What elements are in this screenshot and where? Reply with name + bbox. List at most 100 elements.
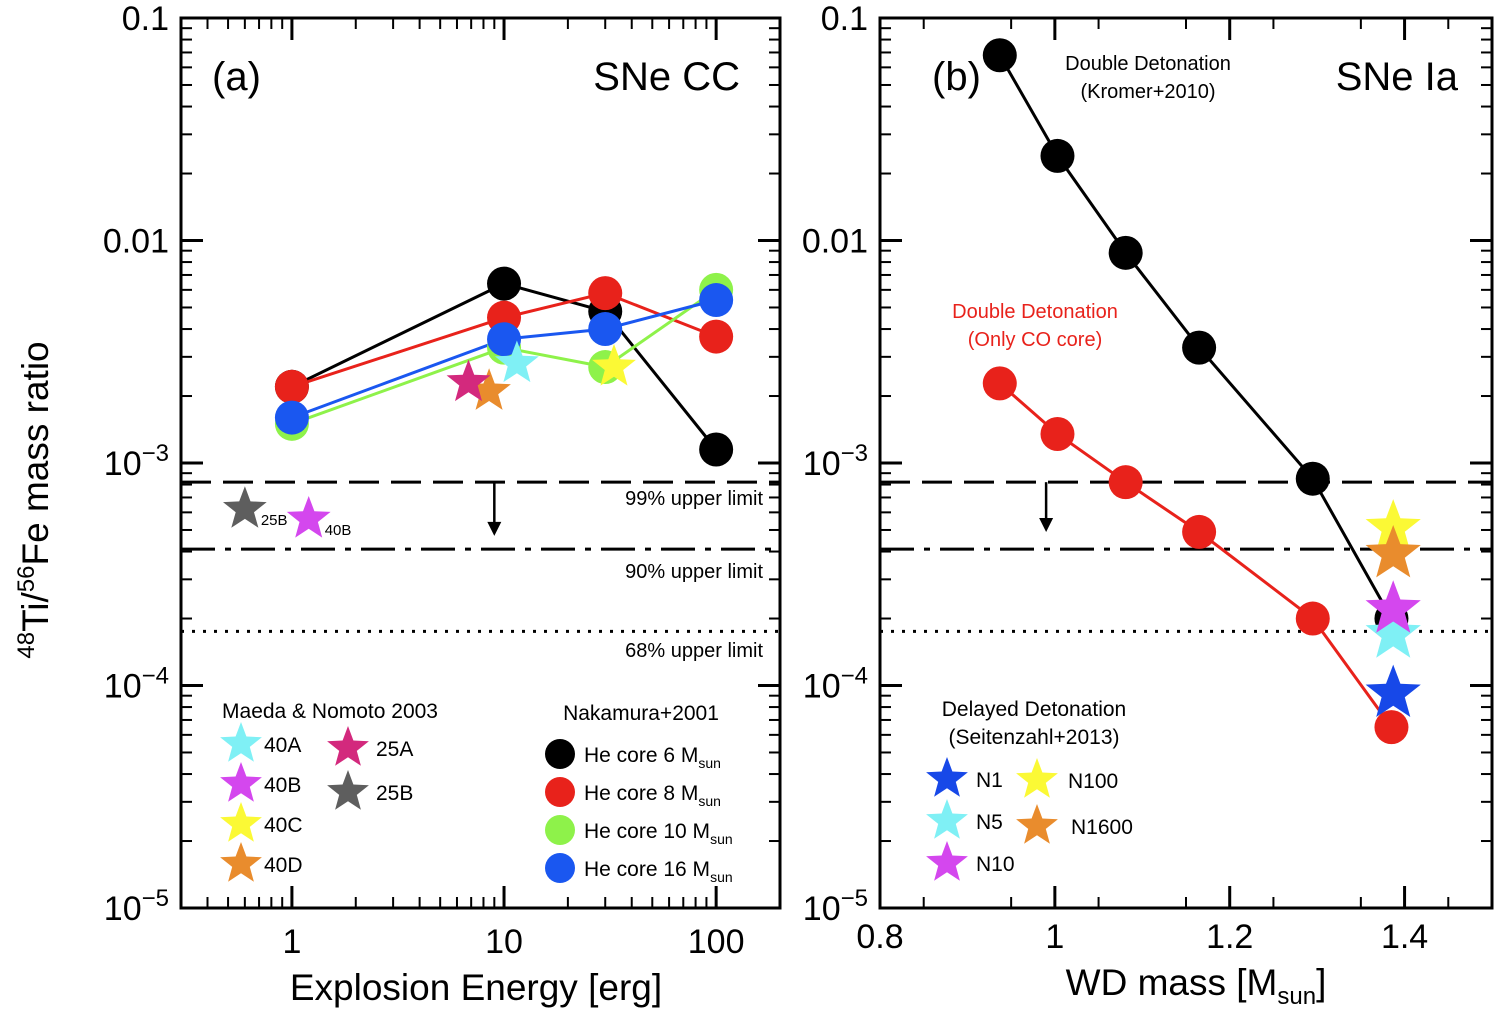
y-axis-title-rest: Fe mass ratio xyxy=(15,341,56,565)
panel-a-point-he-core-6-msun xyxy=(699,432,734,467)
legend-label-N1600: N1600 xyxy=(1071,816,1133,839)
panel-b-x-tick-label: 1.2 xyxy=(1206,918,1253,956)
panel-b-frame xyxy=(878,16,1494,910)
limit-label-90: 90% upper limit xyxy=(625,561,763,583)
panel-b-line-kromer xyxy=(998,54,1393,620)
panel-b-x-axis-title-main: WD mass [M xyxy=(1066,962,1278,1003)
star-40B xyxy=(286,496,331,538)
panel-a-limit-lines xyxy=(181,480,780,633)
star-25A xyxy=(446,359,491,402)
nakamura-legend-title: Nakamura+2001 xyxy=(563,702,719,725)
panel-b-y-tick-label: 10−3 xyxy=(803,440,868,483)
legend-label-40A: 40A xyxy=(264,734,301,757)
panel-b-y-tick-exp: −3 xyxy=(841,440,868,467)
legend-label-sub: sun xyxy=(710,831,733,847)
panel-a-line-he-core-10-msun xyxy=(291,288,717,426)
legend-label-sub: sun xyxy=(710,869,733,885)
legend-star-25A xyxy=(327,726,369,766)
panel-a-point-he-core-6-msun xyxy=(487,266,522,301)
panel-a-y-tick-label: 10−3 xyxy=(104,440,169,483)
limit-label-68: 68% upper limit xyxy=(625,640,763,662)
note-kromer-line1: Double Detonation xyxy=(1065,53,1231,75)
legend-label-main: He core 16 M xyxy=(584,858,710,881)
panel-b-y-tick-label: 0.1 xyxy=(821,0,868,38)
panel-b-y-tick-base: 10 xyxy=(803,445,841,483)
seitenzahl-legend-subtitle: (Seitenzahl+2013) xyxy=(948,726,1119,749)
legend-star-N1600 xyxy=(1016,804,1058,844)
legend-label-main: He core 10 M xyxy=(584,820,710,843)
panel-a-y-tick-exp: −3 xyxy=(142,440,169,467)
panel-b-x-axis-title: WD mass [Msun] xyxy=(1066,962,1327,1010)
seitenzahl-legend-title: Delayed Detonation xyxy=(942,698,1126,721)
panel-a-y-tick-label: 10−4 xyxy=(104,663,169,706)
legend-label-N100: N100 xyxy=(1068,770,1118,793)
panel-b-title: SNe Ia xyxy=(1336,55,1459,99)
panel-b-legend: Delayed Detonation (Seitenzahl+2013) N1 N5 N… xyxy=(926,698,1133,881)
star-40A xyxy=(495,340,539,383)
panel-a-point-he-core-16-msun xyxy=(699,283,734,318)
panel-a-x-tick-label: 10 xyxy=(485,923,523,961)
legend-label-he-core-16-msun: He core 16 Msun xyxy=(584,858,733,885)
star-tag-25B: 25B xyxy=(261,512,288,529)
y-axis-title-sup2: 56 xyxy=(13,565,40,592)
legend-star-N1 xyxy=(926,757,968,797)
panel-b-x-tick-label: 1.4 xyxy=(1381,918,1428,956)
legend-dot-he-core-16-msun xyxy=(545,853,575,883)
note-co-core-line1: Double Detonation xyxy=(952,301,1118,323)
y-axis-title: 48Ti/56Fe mass ratio xyxy=(13,341,56,658)
panel-b-y-tick-base: 10 xyxy=(803,668,841,706)
legend-star-40B xyxy=(220,762,262,802)
legend-label-40B: 40B xyxy=(264,774,301,797)
note-co-core-line2: (Only CO core) xyxy=(968,329,1102,351)
panel-a-y-tick-label: 10−5 xyxy=(104,885,169,928)
legend-label-25A: 25A xyxy=(376,738,413,761)
legend-label-main: He core 6 M xyxy=(584,744,698,767)
panel-a-y-tick-exp: −5 xyxy=(142,885,169,912)
panel-a-y-tick-base: 10 xyxy=(104,890,142,928)
panel-a-point-he-core-16-msun xyxy=(274,400,309,435)
star-40C xyxy=(592,344,636,386)
legend-star-40D xyxy=(220,842,262,882)
panel-b-point-kromer xyxy=(1108,235,1143,270)
panel-b-x-tick-label: 0.8 xyxy=(856,918,903,956)
panel-b-x-axis-title-sub: sun xyxy=(1277,983,1316,1010)
legend-label-he-core-8-msun: He core 8 Msun xyxy=(584,782,721,809)
panel-b-y-tick-label: 10−4 xyxy=(803,663,868,706)
panel-a-point-he-core-8-msun xyxy=(588,276,623,311)
legend-label-40C: 40C xyxy=(264,814,303,837)
legend-label-he-core-6-msun: He core 6 Msun xyxy=(584,744,721,771)
panel-a-title: SNe CC xyxy=(593,55,740,99)
panel-a-arrow-head xyxy=(487,521,502,536)
panel-a-legend: Maeda & Nomoto 2003 40A 40B 40C 40D 25A 25B Nak… xyxy=(220,700,733,885)
panel-b-label: (b) xyxy=(932,55,981,99)
panel-a-point-he-core-8-msun xyxy=(274,369,309,404)
panel-b-point-kromer xyxy=(982,38,1017,73)
legend-star-25B xyxy=(327,770,369,810)
star-tag-40B: 40B xyxy=(325,522,352,539)
panel-b-x-tick-label: 1 xyxy=(1045,918,1064,956)
panel-b-point-co-core xyxy=(1108,465,1143,500)
star-N1600 xyxy=(1365,525,1421,578)
limit-label-99: 99% upper limit xyxy=(625,488,763,510)
panel-a-y-tick-label: 0.1 xyxy=(122,0,169,38)
legend-star-40C xyxy=(220,802,262,842)
panel-a-label: (a) xyxy=(212,55,261,99)
panel-b-point-co-core xyxy=(1374,710,1409,745)
panel-a-series-lines xyxy=(291,282,718,451)
star-40D xyxy=(467,368,511,410)
legend-label-25B: 25B xyxy=(376,782,413,805)
legend-label-N5: N5 xyxy=(976,811,1003,834)
legend-dot-he-core-8-msun xyxy=(545,777,575,807)
panel-b-point-kromer xyxy=(1040,138,1075,173)
panel-b-y-tick-label: 10−5 xyxy=(803,885,868,928)
star-N10 xyxy=(1365,580,1421,633)
legend-label-N10: N10 xyxy=(976,853,1015,876)
panel-a-line-he-core-6-msun xyxy=(291,282,718,451)
panel-b-y-tick-base: 10 xyxy=(803,890,841,928)
legend-label-main: He core 8 M xyxy=(584,782,698,805)
legend-label-N1: N1 xyxy=(976,769,1003,792)
panel-b-x-axis-title-end: ] xyxy=(1316,962,1326,1003)
